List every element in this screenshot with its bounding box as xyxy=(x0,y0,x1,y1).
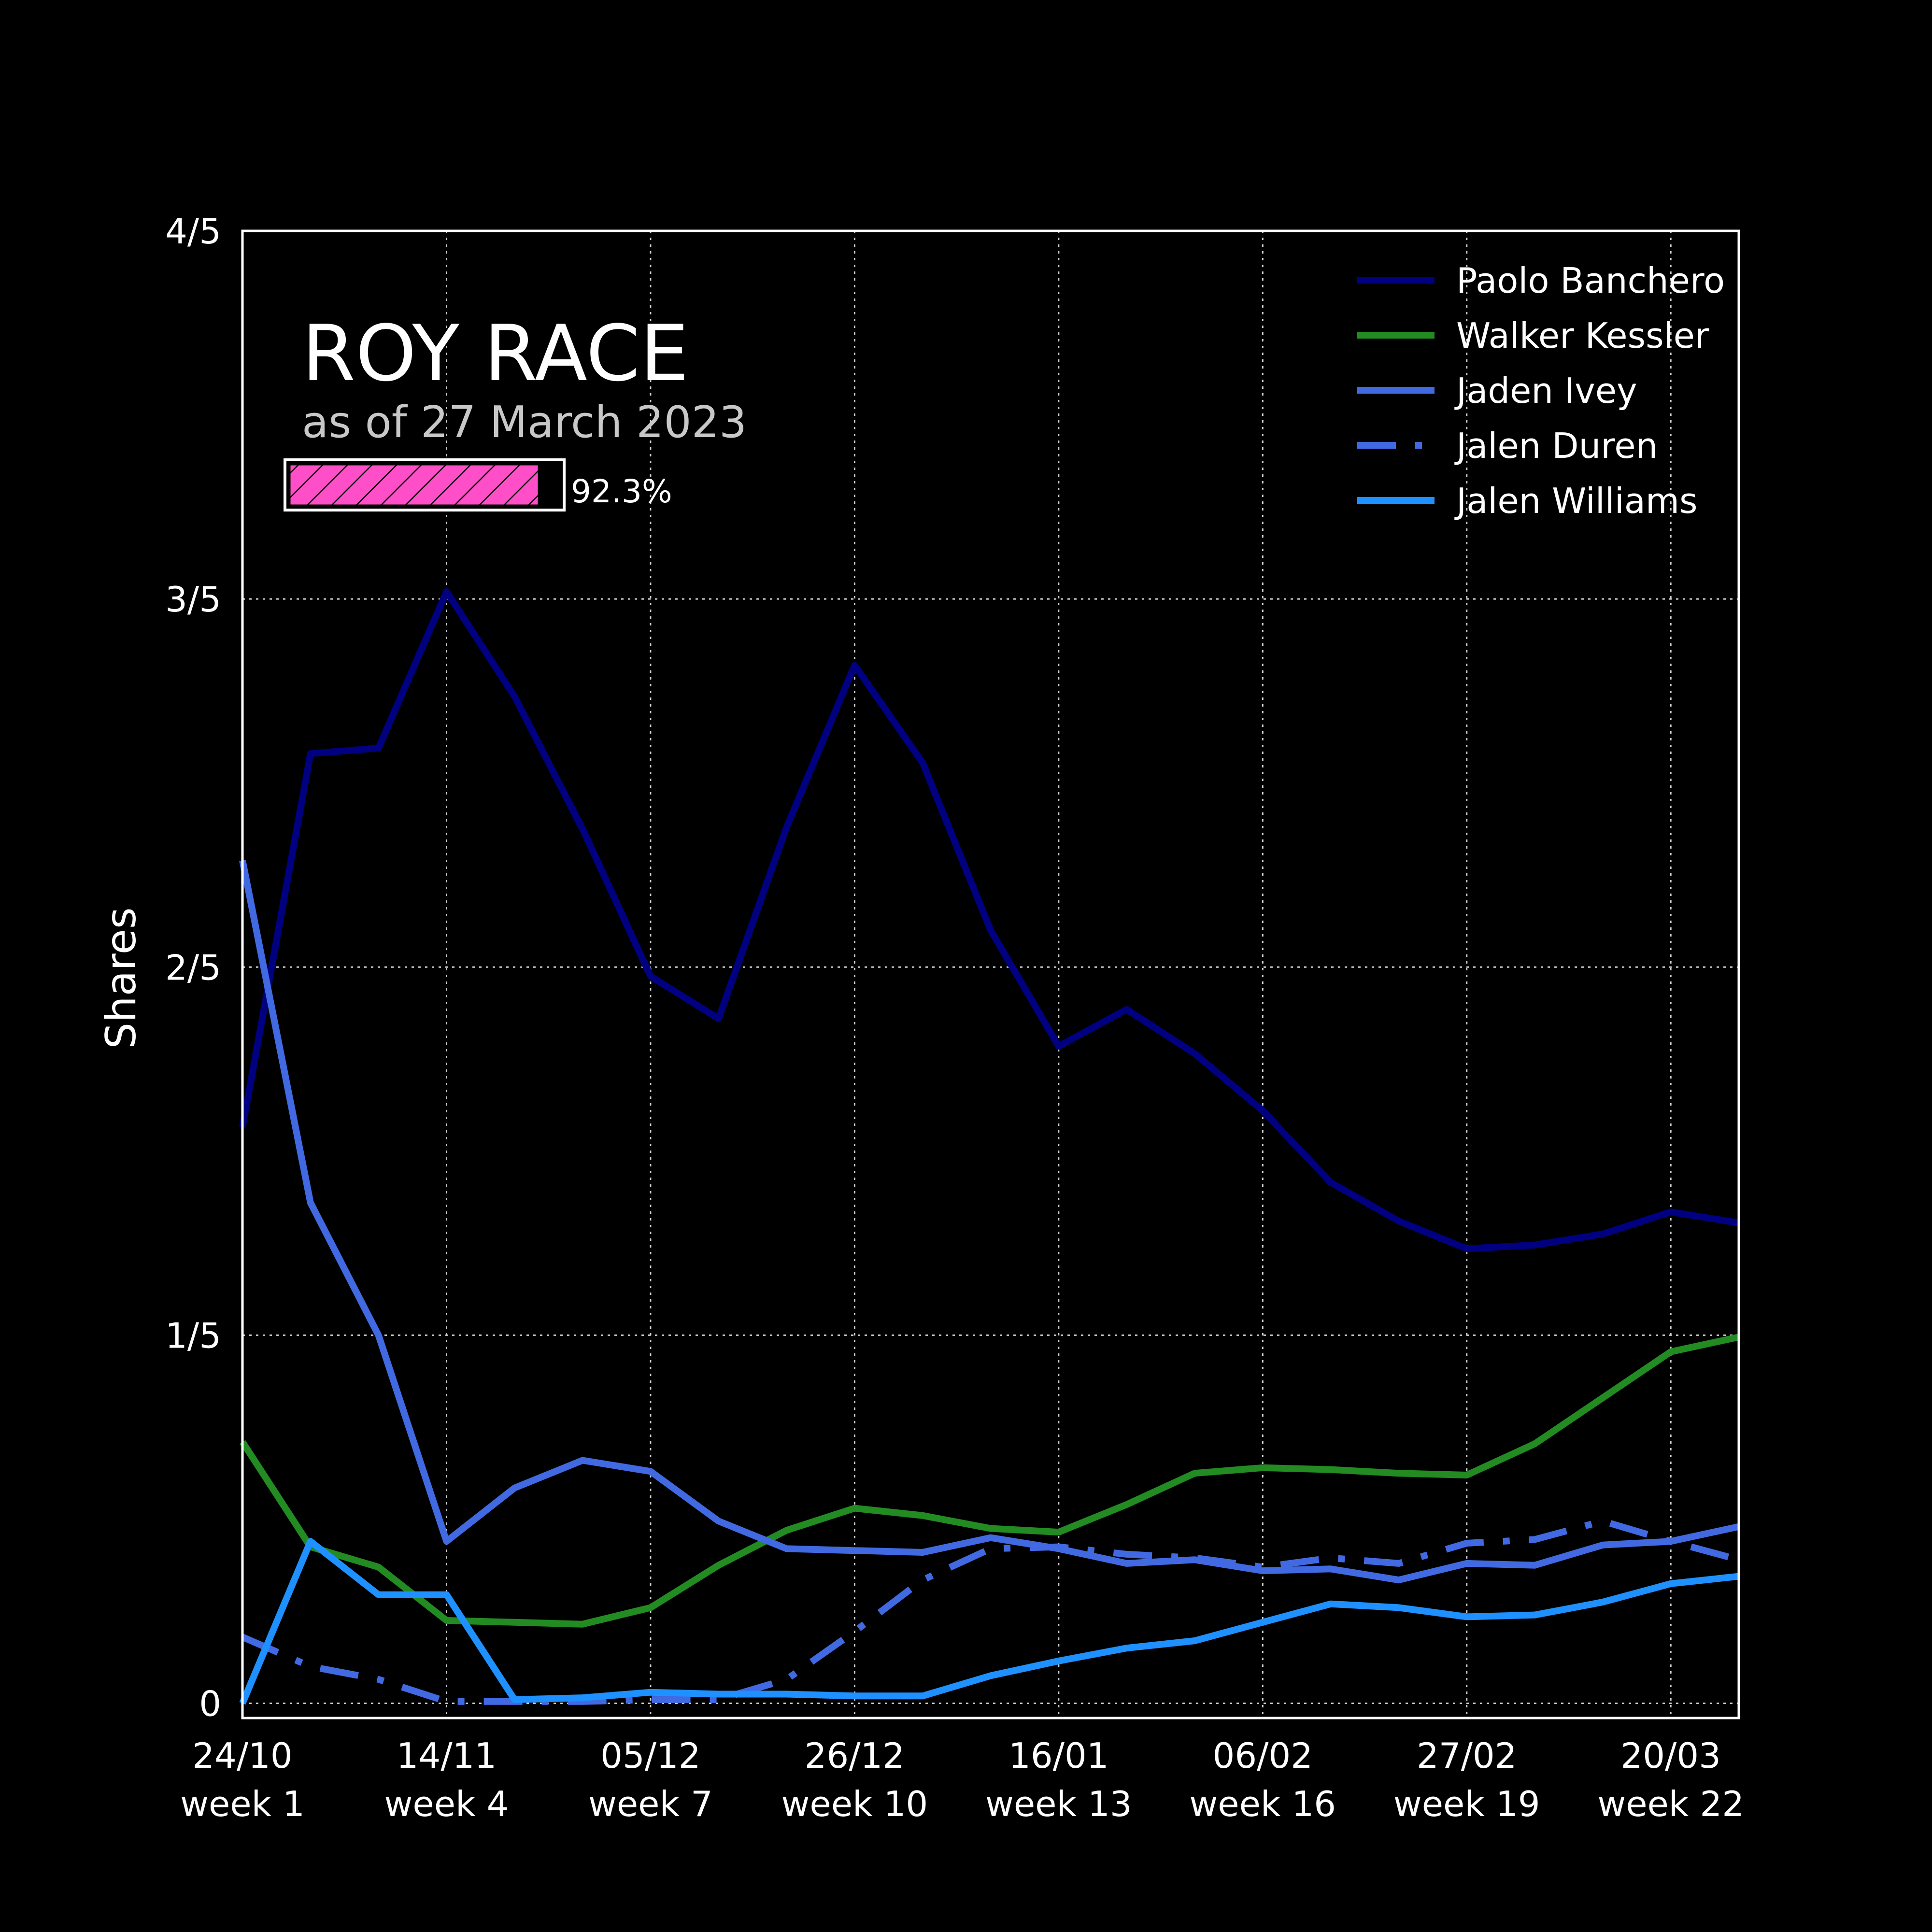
y-axis-ticks: 0 1/5 2/5 3/5 4/5 xyxy=(165,211,221,1724)
series-layer xyxy=(239,588,1740,1705)
x-tick-week: week 10 xyxy=(781,1784,928,1824)
y-tick-label: 1/5 xyxy=(165,1315,221,1356)
series-line xyxy=(239,1538,1739,1705)
x-axis-ticks: 24/10 week 1 14/11 week 4 05/12 week 7 26/12 we… xyxy=(180,1735,1744,1824)
x-tick-date: 27/02 xyxy=(1417,1735,1517,1776)
legend-label: Jalen Williams xyxy=(1454,481,1698,521)
x-tick-week: week 13 xyxy=(985,1784,1132,1824)
series-line xyxy=(239,859,1740,1584)
y-tick-label: 0 xyxy=(199,1684,221,1724)
title-block: ROY RACE as of 27 March 2023 92.3% xyxy=(284,308,747,511)
y-tick-label: 3/5 xyxy=(165,579,221,620)
x-tick-date: 20/03 xyxy=(1620,1735,1721,1776)
x-tick-date: 06/02 xyxy=(1213,1735,1313,1776)
x-tick-date: 14/11 xyxy=(397,1735,497,1776)
x-tick-date: 24/10 xyxy=(192,1735,293,1776)
progress-bar-fill xyxy=(289,464,540,506)
x-tick-week: week 16 xyxy=(1189,1784,1336,1824)
x-tick-week: week 1 xyxy=(180,1784,305,1824)
legend-label: Paolo Banchero xyxy=(1456,260,1725,301)
x-tick-date: 05/12 xyxy=(600,1735,701,1776)
legend: Paolo Banchero Walker Kessler Jaden Ivey Ja… xyxy=(1357,260,1725,521)
chart-subtitle: as of 27 March 2023 xyxy=(302,397,747,448)
series-line xyxy=(239,588,1740,1252)
legend-label: Jaden Ivey xyxy=(1454,370,1637,411)
y-tick-label: 4/5 xyxy=(165,211,221,252)
legend-label: Jalen Duren xyxy=(1454,426,1658,466)
series-line xyxy=(241,1518,1740,1705)
y-axis-label: Shares xyxy=(97,908,145,1049)
x-tick-week: week 22 xyxy=(1597,1784,1744,1824)
x-tick-date: 16/01 xyxy=(1009,1735,1109,1776)
series-line xyxy=(240,1334,1740,1628)
legend-label: Walker Kessler xyxy=(1456,315,1709,356)
plot-frame xyxy=(241,229,1740,1719)
x-tick-week: week 4 xyxy=(384,1784,509,1824)
progress-label: 92.3% xyxy=(571,473,672,510)
x-tick-week: week 7 xyxy=(588,1784,713,1824)
x-tick-week: week 19 xyxy=(1393,1784,1540,1824)
chart-title: ROY RACE xyxy=(302,308,689,398)
x-tick-date: 26/12 xyxy=(805,1735,905,1776)
y-tick-label: 2/5 xyxy=(165,947,221,988)
